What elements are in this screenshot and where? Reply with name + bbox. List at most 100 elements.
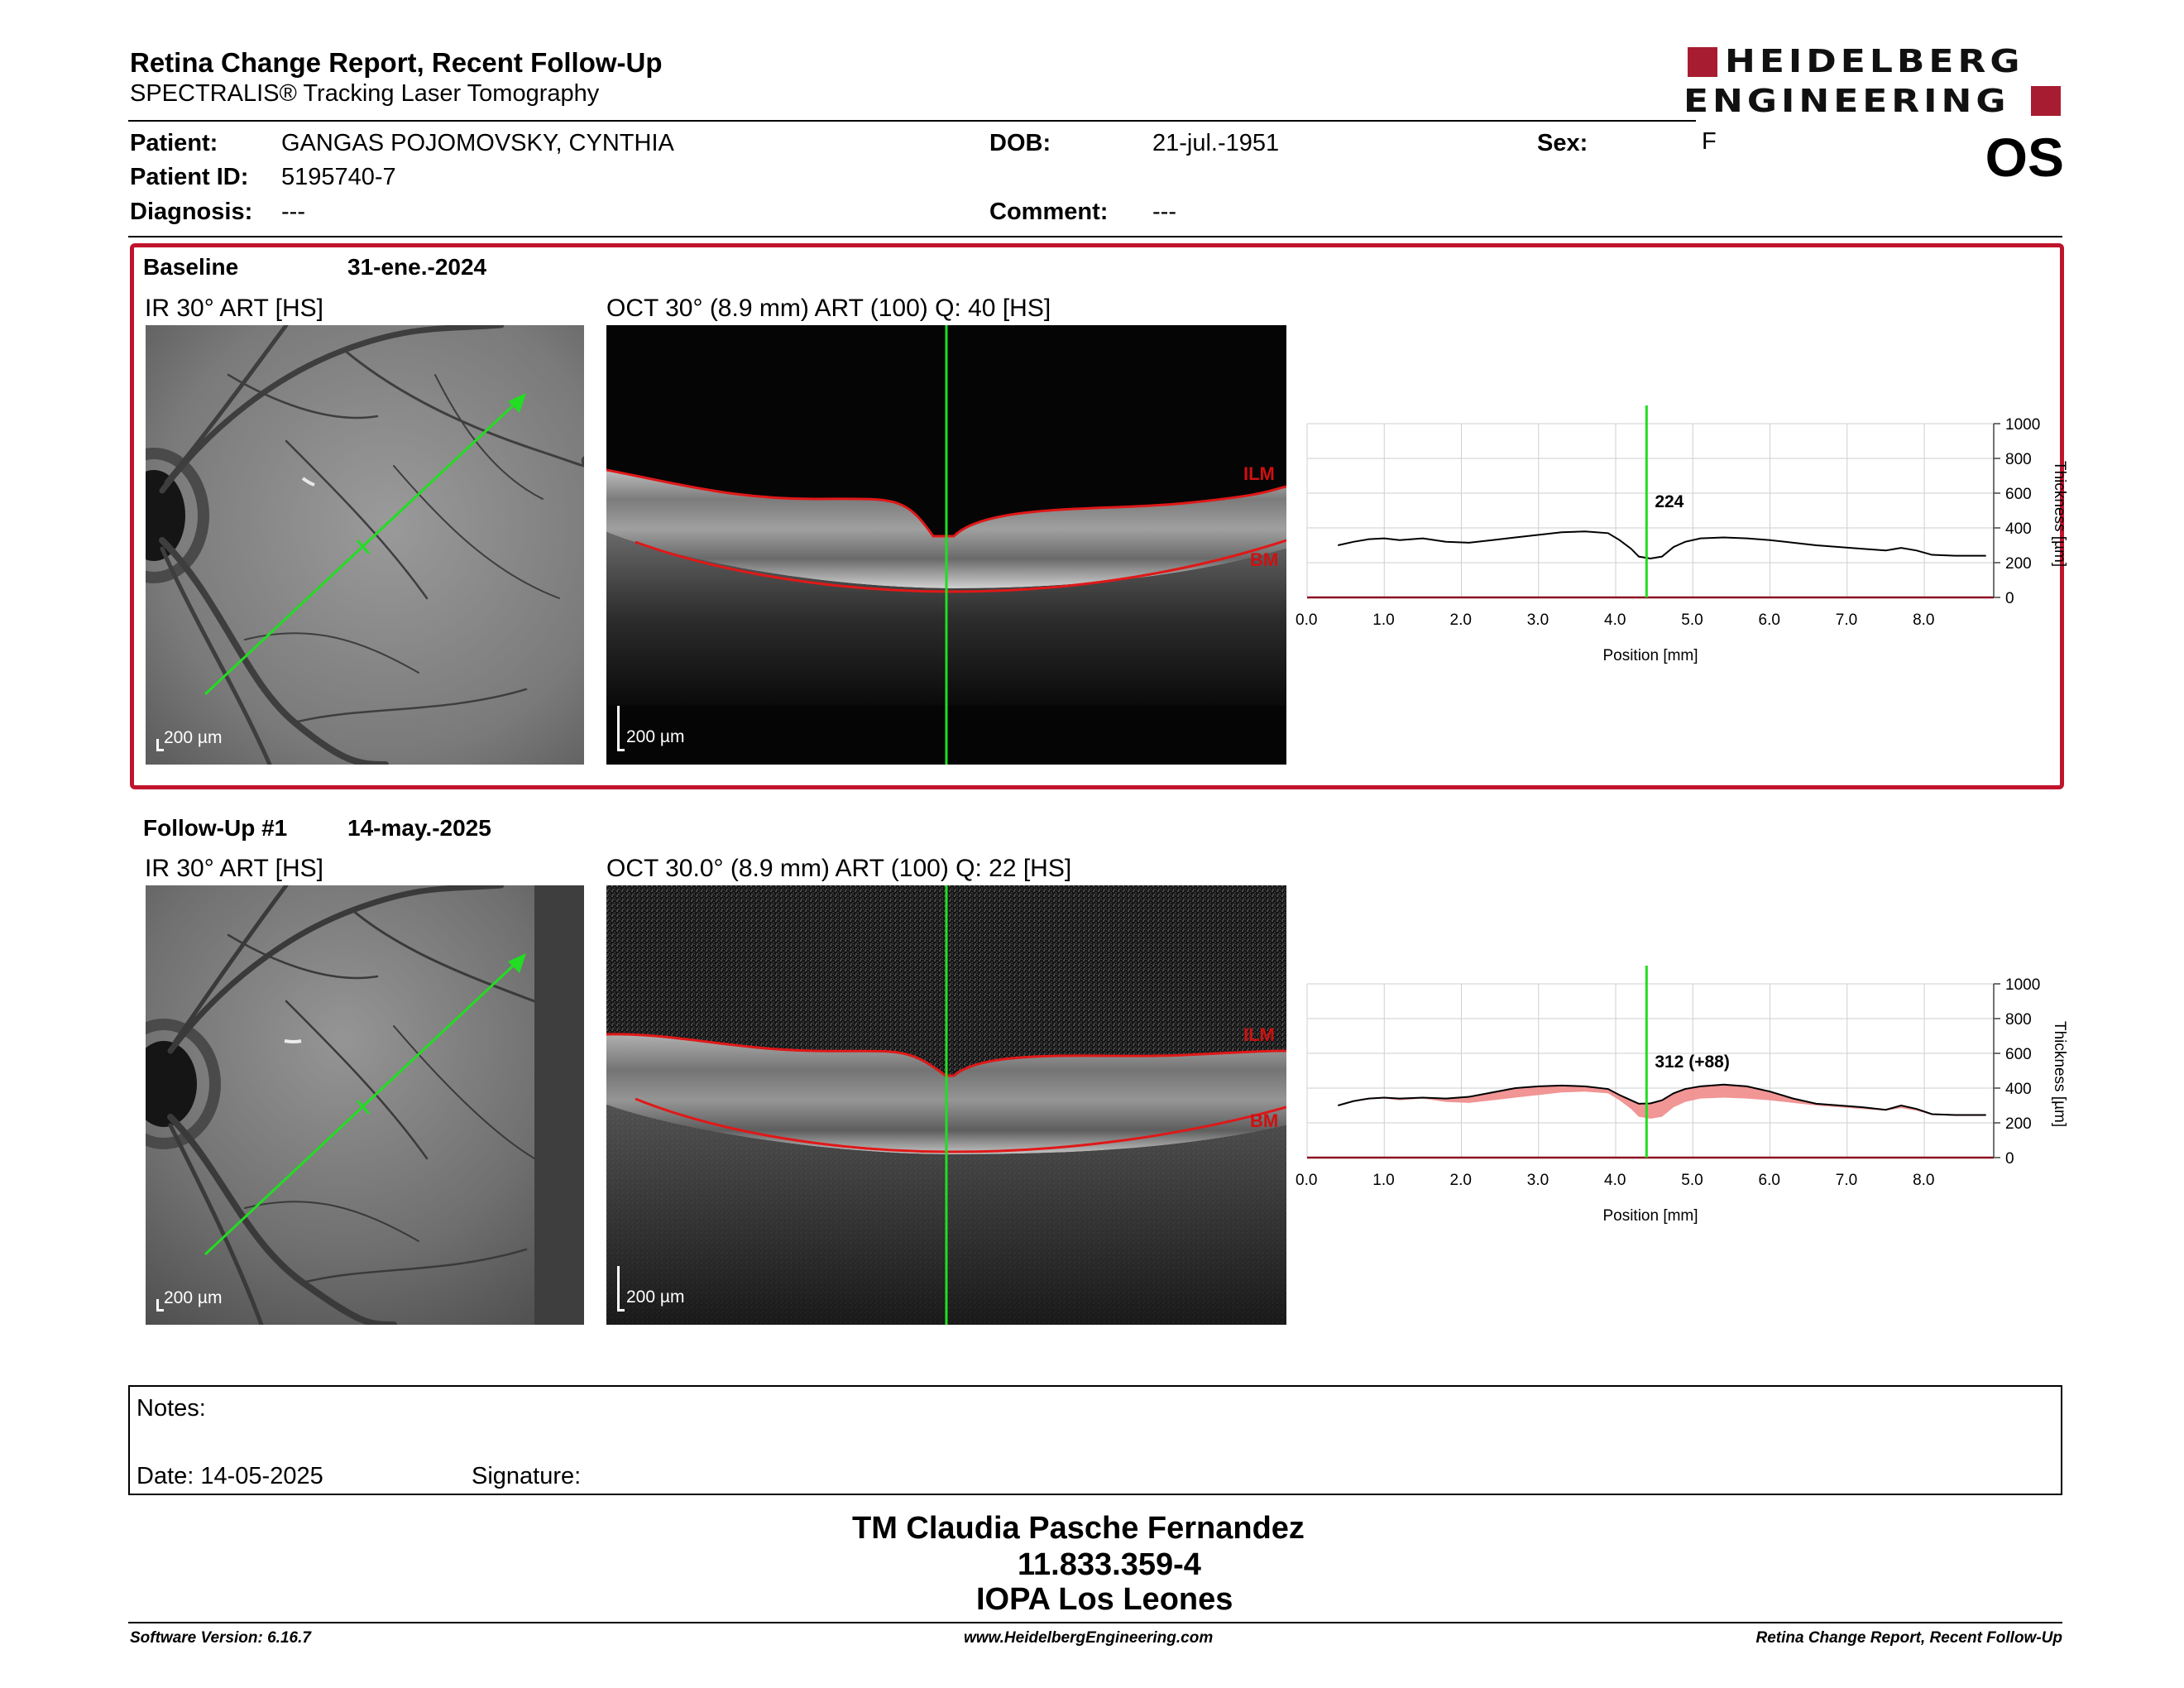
header-divider [128,120,1696,122]
followup-ilm-label: ILM [1243,1024,1275,1045]
chart-xtick-label: 0.0 [1296,1172,1317,1189]
baseline-thickness-chart: 0 200 400 600 800 1000 0.0 1.0 2.0 3.0 4.0 5.0 6.0 7.… [1296,405,2068,664]
followup-oct-scalebar [617,1266,625,1312]
eye-indicator: OS [1985,127,2064,188]
followup-label: Follow-Up #1 [143,815,288,841]
baseline-ir-scalebar [156,739,164,751]
notes-box[interactable]: Notes: Date: 14-05-2025 Signature: [128,1385,2062,1495]
logo-square-bottom [2031,86,2061,116]
report-subtitle: SPECTRALIS® Tracking Laser Tomography [130,80,600,107]
dob-label: DOB: [989,130,1051,156]
chart-xtick-label: 6.0 [1759,611,1780,629]
patient-id-label: Patient ID: [130,164,249,190]
patient-id-value: 5195740-7 [281,164,396,190]
chart-xtick-label: 1.0 [1372,1172,1394,1189]
chart-ytick-label: 600 [2005,486,2032,503]
report-title: Retina Change Report, Recent Follow-Up [130,47,663,78]
position-marker-value: 312 (+88) [1655,1053,1729,1072]
baseline-ilm-label: ILM [1243,463,1275,484]
followup-ir-scalebar [156,1299,164,1312]
diagnosis-label: Diagnosis: [130,199,253,225]
baseline-fundus-svg [146,325,584,765]
chart-xtick-label: 0.0 [1296,611,1317,629]
followup-ir-title: IR 30° ART [HS] [145,855,323,882]
chart-ytick-label: 200 [2005,1115,2032,1133]
footer-divider [128,1622,2062,1623]
chart-xtick-label: 5.0 [1681,1172,1703,1189]
baseline-oct-scalebar [617,706,625,751]
baseline-ir-scale-label: 200 µm [164,728,223,747]
chart-xlabel: Position [mm] [1602,1207,1698,1225]
position-marker-value: 224 [1655,492,1684,511]
clinic-name: IOPA Los Leones [976,1582,1233,1617]
followup-thickness-line [1338,1083,1986,1116]
chart-ytick-label: 400 [2005,1081,2032,1098]
followup-ir-image: 200 µm [146,885,584,1325]
chart-ytick-label: 800 [2005,451,2032,468]
comment-value: --- [1152,199,1176,225]
chart-ytick-label: 200 [2005,555,2032,573]
operator-name: TM Claudia Pasche Fernandez [852,1511,1305,1546]
logo-square-top [1688,47,1717,77]
chart-ylabel: Thickness [µm] [2051,1021,2068,1127]
followup-thickness-chart: 0 200 400 600 800 1000 0.0 1.0 2.0 3.0 4.0 5.0 6.0 7.… [1296,966,2068,1225]
followup-oct-image: ILM BM 200 µm [606,885,1286,1325]
chart-ylabel: Thickness [µm] [2051,461,2068,567]
baseline-bm-label: BM [1250,549,1278,570]
chart-xtick-label: 4.0 [1604,1172,1626,1189]
sex-label: Sex: [1537,130,1588,156]
patient-divider [128,236,2062,237]
followup-ir-scale-label: 200 µm [164,1288,223,1307]
chart-xtick-label: 3.0 [1527,1172,1549,1189]
chart-xtick-label: 3.0 [1527,611,1549,629]
baseline-ir-title: IR 30° ART [HS] [145,295,323,322]
chart-ytick-label: 800 [2005,1011,2032,1029]
followup-oct-svg: ILM BM [606,885,1286,1325]
chart-xtick-label: 7.0 [1836,1172,1857,1189]
followup-date: 14-may.-2025 [347,815,491,841]
sex-value: F [1702,128,1717,155]
chart-xtick-label: 8.0 [1913,1172,1934,1189]
baseline-ir-image: 200 µm [146,325,584,765]
footer-report-name: Retina Change Report, Recent Follow-Up [1755,1629,2062,1647]
thickness-change-area [1338,1084,1986,1119]
website-link[interactable]: www.HeidelbergEngineering.com [964,1629,1214,1647]
baseline-thickness-line [1338,530,1986,559]
operator-id: 11.833.359-4 [1018,1547,1201,1582]
baseline-frame [130,243,2064,789]
diagnosis-value: --- [281,199,305,225]
baseline-label: Baseline [143,254,239,280]
chart-ytick-label: 400 [2005,520,2032,538]
chart-ytick-label: 1000 [2005,416,2040,434]
chart-xtick-label: 4.0 [1604,611,1626,629]
heidelberg-logo: HEIDELBERG ENGINEERING [1684,43,2072,120]
baseline-oct-title: OCT 30° (8.9 mm) ART (100) Q: 40 [HS] [606,295,1051,322]
patient-name: GANGAS POJOMOVSKY, CYNTHIA [281,130,674,156]
chart-xtick-label: 5.0 [1681,611,1703,629]
chart-xtick-label: 7.0 [1836,611,1857,629]
chart-xlabel: Position [mm] [1602,647,1698,664]
followup-fundus-svg [146,885,584,1325]
followup-oct-title: OCT 30.0° (8.9 mm) ART (100) Q: 22 [HS] [606,855,1072,882]
chart-xtick-label: 1.0 [1372,611,1394,629]
followup-bm-label: BM [1250,1110,1278,1131]
software-version: Software Version: 6.16.7 [130,1629,311,1647]
comment-label: Comment: [989,199,1109,225]
followup-oct-scale-label: 200 µm [626,1288,685,1307]
chart-xtick-label: 6.0 [1759,1172,1780,1189]
chart-xtick-label: 2.0 [1450,611,1472,629]
logo-text-line2: ENGINEERING [1684,83,2010,120]
baseline-oct-image: ILM BM 200 µm [606,325,1286,765]
patient-label: Patient: [130,130,218,156]
chart-xtick-label: 2.0 [1450,1172,1472,1189]
baseline-oct-svg: ILM BM [606,325,1286,765]
chart-ytick-label: 0 [2005,590,2014,607]
notes-label: Notes: [136,1395,206,1422]
logo-text-line1: HEIDELBERG [1725,43,2024,80]
chart-ytick-label: 600 [2005,1046,2032,1063]
dob-value: 21-jul.-1951 [1152,130,1280,156]
signature-label: Signature: [472,1463,582,1489]
baseline-oct-scale-label: 200 µm [626,727,685,746]
chart-ytick-label: 1000 [2005,976,2040,994]
chart-xtick-label: 8.0 [1913,611,1934,629]
